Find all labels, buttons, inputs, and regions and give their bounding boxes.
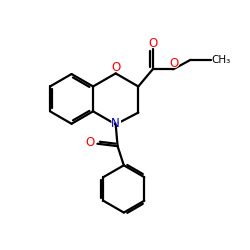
Text: O: O — [86, 136, 95, 149]
Text: O: O — [148, 37, 157, 50]
Text: O: O — [167, 56, 180, 71]
Text: O: O — [169, 57, 178, 70]
Text: O: O — [110, 60, 122, 75]
Text: N: N — [111, 118, 120, 130]
Text: CH₃: CH₃ — [212, 55, 231, 65]
Text: O: O — [84, 135, 96, 150]
Text: N: N — [110, 116, 122, 132]
Text: O: O — [146, 36, 159, 51]
Text: O: O — [112, 61, 121, 74]
